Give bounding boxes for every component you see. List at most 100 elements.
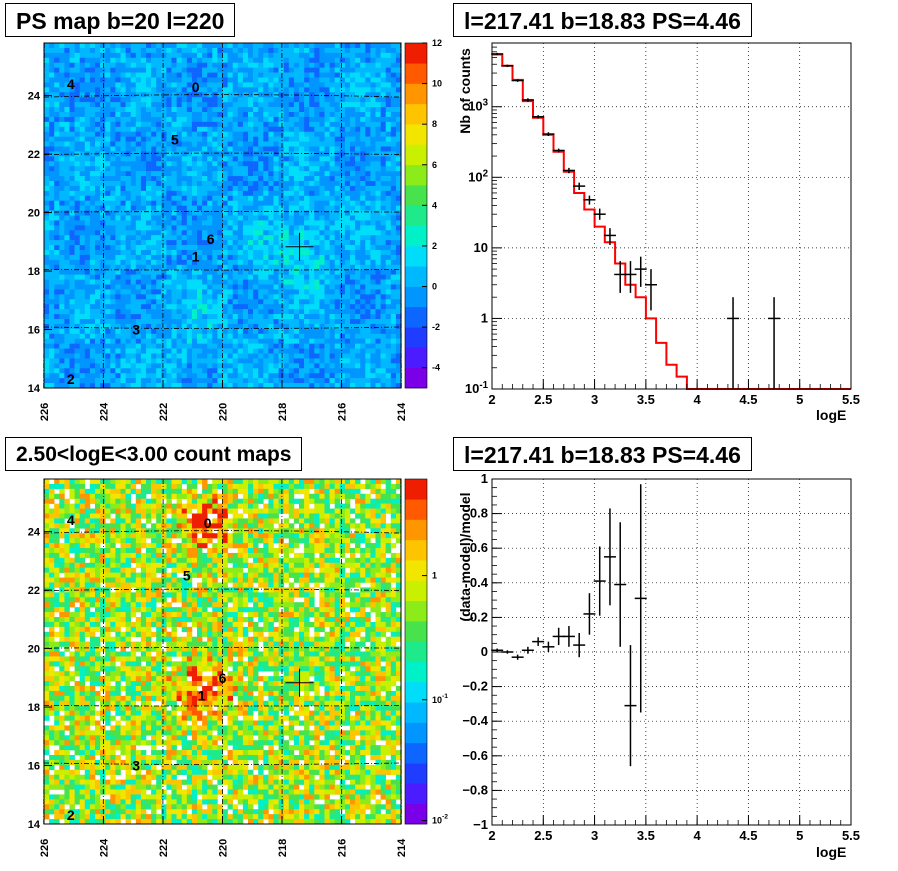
heatmap-cell xyxy=(44,97,50,103)
heatmap-cell xyxy=(110,62,116,68)
heatmap-cell xyxy=(186,156,193,162)
heatmap-cell xyxy=(248,200,254,206)
heatmap-cell xyxy=(360,151,366,157)
heatmap-cell xyxy=(334,314,341,320)
heatmap-cell xyxy=(105,348,111,354)
heatmap-cell xyxy=(385,136,392,142)
heatmap-cell xyxy=(319,156,325,162)
heatmap-cell xyxy=(293,294,300,300)
heatmap-cell xyxy=(110,190,116,197)
heatmap-cell xyxy=(360,378,366,384)
heatmap-cell xyxy=(105,116,111,123)
heatmap-cell xyxy=(258,131,264,137)
heatmap-cell xyxy=(161,269,167,275)
heatmap-cell xyxy=(49,230,55,236)
heatmap-cell xyxy=(197,205,203,211)
heatmap-cell xyxy=(258,141,264,147)
heatmap-cell xyxy=(222,126,228,133)
heatmap-cell xyxy=(355,136,361,142)
heatmap-cell xyxy=(268,225,274,231)
heatmap-cell xyxy=(232,210,239,216)
heatmap-cell xyxy=(89,289,96,295)
heatmap-cell xyxy=(299,185,305,192)
heatmap-cell xyxy=(360,82,366,88)
heatmap-cell xyxy=(59,116,65,123)
heatmap-cell xyxy=(248,343,254,349)
heatmap-cell xyxy=(151,319,157,325)
heatmap-cell xyxy=(171,383,177,389)
heatmap-cell xyxy=(227,314,233,320)
heatmap-cell xyxy=(191,294,198,300)
heatmap-cell xyxy=(95,156,101,162)
heatmap-cell xyxy=(365,274,371,280)
heatmap-cell xyxy=(54,299,60,305)
heatmap-cell xyxy=(125,185,131,192)
heatmap-cell xyxy=(248,190,254,197)
heatmap-cell xyxy=(135,62,142,68)
heatmap-cell xyxy=(232,87,239,93)
heatmap-cell xyxy=(350,269,356,275)
heatmap-cell xyxy=(283,82,290,88)
heatmap-cell xyxy=(135,323,142,330)
heatmap-cell xyxy=(74,304,80,310)
heatmap-cell xyxy=(299,343,305,349)
heatmap-cell xyxy=(207,343,213,349)
heatmap-cell xyxy=(89,299,96,305)
heatmap-cell xyxy=(197,57,203,64)
heatmap-cell xyxy=(120,126,126,133)
heatmap-cell xyxy=(329,156,335,162)
heatmap-cell xyxy=(64,190,70,197)
heatmap-cell xyxy=(319,250,325,256)
heatmap-cell xyxy=(293,141,300,147)
heatmap-cell xyxy=(140,146,147,152)
heatmap-cell xyxy=(232,161,239,167)
heatmap-cell xyxy=(49,77,55,83)
heatmap-cell xyxy=(207,225,213,231)
heatmap-cell xyxy=(253,156,259,162)
heatmap-cell xyxy=(125,269,131,275)
heatmap-cell xyxy=(360,87,366,93)
heatmap-cell xyxy=(49,57,55,64)
heatmap-cell xyxy=(176,190,182,197)
heatmap-cell xyxy=(84,333,91,340)
heatmap-cell xyxy=(79,67,86,73)
heatmap-cell xyxy=(365,67,371,73)
heatmap-cell xyxy=(64,250,70,256)
heatmap-cell xyxy=(304,304,310,310)
heatmap-cell xyxy=(125,363,131,369)
heatmap-cell xyxy=(314,67,320,73)
heatmap-cell xyxy=(54,107,60,113)
colorbar-segment xyxy=(405,103,427,125)
heatmap-cell xyxy=(350,151,356,157)
heatmap-cell xyxy=(227,77,233,83)
heatmap-cell xyxy=(176,358,182,364)
heatmap-cell xyxy=(100,195,106,202)
heatmap-cell xyxy=(151,47,157,54)
heatmap-cell xyxy=(156,107,162,113)
heatmap-cell xyxy=(44,319,50,325)
heatmap-cell xyxy=(181,284,188,290)
heatmap-cell xyxy=(74,47,80,54)
heatmap-cell xyxy=(395,131,402,137)
heatmap-cell xyxy=(395,151,402,157)
heatmap-cell xyxy=(355,67,361,73)
heatmap-cell xyxy=(248,112,254,118)
heatmap-cell xyxy=(344,47,351,54)
heatmap-cell xyxy=(115,126,121,133)
heatmap-cell xyxy=(283,304,290,310)
heatmap-cell xyxy=(202,151,208,157)
heatmap-cell xyxy=(197,358,203,364)
heatmap-cell xyxy=(339,77,346,83)
heatmap-cell xyxy=(263,309,269,315)
heatmap-cell xyxy=(171,348,177,354)
heatmap-cell xyxy=(324,171,330,177)
heatmap-cell xyxy=(140,269,147,275)
heatmap-cell xyxy=(212,72,218,78)
heatmap-cell xyxy=(329,195,335,202)
heatmap-cell xyxy=(95,323,101,330)
heatmap-cell xyxy=(278,259,284,266)
heatmap-cell xyxy=(227,225,233,231)
heatmap-cell xyxy=(115,116,121,123)
heatmap-cell xyxy=(191,323,198,330)
heatmap-cell xyxy=(355,240,361,246)
